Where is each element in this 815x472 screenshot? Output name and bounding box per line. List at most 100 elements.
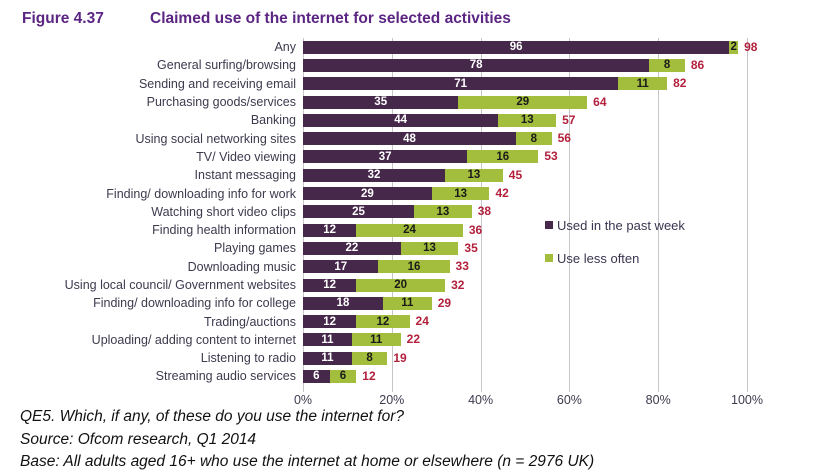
total-value-label: 98 bbox=[744, 39, 758, 54]
bar-row: Finding/ downloading info for work 29 13 42 bbox=[0, 184, 815, 202]
bar-track: 25 13 38 bbox=[303, 204, 815, 219]
segment-used-past-week: 6 bbox=[303, 369, 330, 383]
segment-use-less-often: 13 bbox=[431, 187, 490, 201]
segment-used-past-week: 48 bbox=[303, 132, 517, 146]
total-value-label: 24 bbox=[415, 314, 429, 329]
category-label: TV/ Video viewing bbox=[196, 149, 296, 164]
bar-row: Trading/auctions 12 12 24 bbox=[0, 312, 815, 330]
segment-value-label: 29 bbox=[516, 96, 530, 109]
category-label: Using local council/ Government websites bbox=[64, 278, 296, 292]
segment-use-less-often: 13 bbox=[400, 241, 459, 255]
bar-track: 12 20 32 bbox=[303, 278, 815, 292]
segment-value-label: 96 bbox=[509, 41, 523, 54]
bar-row: Streaming audio services 6 6 12 bbox=[0, 367, 815, 385]
footnote-question: QE5. Which, if any, of these do you use … bbox=[20, 408, 404, 425]
segment-value-label: 11 bbox=[370, 333, 383, 346]
segment-value-label: 6 bbox=[313, 370, 320, 383]
legend-swatch-used-past-week bbox=[545, 221, 553, 229]
total-value-label: 12 bbox=[362, 368, 376, 383]
segment-value-label: 13 bbox=[423, 242, 436, 255]
segment-value-label: 22 bbox=[345, 242, 359, 255]
category-label: Trading/auctions bbox=[204, 314, 296, 329]
segment-use-less-often: 12 bbox=[356, 315, 410, 329]
segment-value-label: 35 bbox=[374, 96, 388, 109]
segment-value-label: 78 bbox=[469, 59, 483, 72]
segment-value-label: 11 bbox=[636, 77, 649, 90]
segment-value-label: 11 bbox=[321, 333, 334, 346]
segment-value-label: 11 bbox=[321, 352, 334, 365]
bar-track: 32 13 45 bbox=[303, 168, 815, 182]
stacked-bar-chart: Any 96 2 98 General surfing/browsing 78 8 86 Sen… bbox=[0, 38, 815, 407]
bar-track: 18 11 29 bbox=[303, 296, 815, 310]
bar-track: 37 16 53 bbox=[303, 149, 815, 164]
figure-title-text: Claimed use of the internet for selected… bbox=[150, 10, 511, 27]
bar-row: TV/ Video viewing 37 16 53 bbox=[0, 148, 815, 166]
total-value-label: 19 bbox=[393, 350, 407, 365]
total-value-label: 33 bbox=[455, 259, 469, 274]
category-label: Watching short video clips bbox=[151, 204, 296, 219]
category-label: Finding health information bbox=[152, 223, 296, 238]
bar-track: 78 8 86 bbox=[303, 58, 815, 72]
category-label: Streaming audio services bbox=[155, 369, 296, 384]
bar-row: Instant messaging 32 13 45 bbox=[0, 166, 815, 184]
bar-row: Using social networking sites 48 8 56 bbox=[0, 129, 815, 147]
segment-used-past-week: 96 bbox=[303, 40, 730, 54]
segment-used-past-week: 35 bbox=[303, 95, 459, 109]
legend-item: Used in the past week bbox=[545, 217, 685, 233]
bar-track: 17 16 33 bbox=[303, 259, 815, 274]
segment-value-label: 8 bbox=[530, 132, 538, 145]
segment-value-label: 25 bbox=[352, 205, 365, 218]
gridline-100% bbox=[747, 38, 748, 392]
category-label: Finding/ downloading info for college bbox=[93, 296, 296, 311]
bar-track: 6 6 12 bbox=[303, 368, 815, 383]
bar-row: Sending and receiving email 71 11 82 bbox=[0, 75, 815, 93]
bar-row: Finding/ downloading info for college 18 1… bbox=[0, 294, 815, 312]
bar-row: Uploading/ adding content to internet 11 1… bbox=[0, 331, 815, 349]
total-value-label: 56 bbox=[557, 131, 571, 146]
legend-item: Use less often bbox=[545, 250, 685, 266]
bar-track: 22 13 35 bbox=[303, 241, 815, 255]
segment-value-label: 24 bbox=[403, 224, 416, 237]
segment-value-label: 2 bbox=[730, 41, 737, 54]
segment-value-label: 16 bbox=[407, 260, 421, 273]
segment-value-label: 8 bbox=[663, 59, 671, 72]
category-label: Instant messaging bbox=[194, 168, 296, 183]
segment-used-past-week: 12 bbox=[303, 278, 357, 292]
segment-use-less-often: 2 bbox=[729, 40, 739, 54]
total-value-label: 22 bbox=[406, 332, 421, 347]
segment-use-less-often: 11 bbox=[618, 77, 668, 91]
segment-use-less-often: 11 bbox=[351, 333, 401, 347]
segment-use-less-often: 11 bbox=[382, 296, 432, 310]
segment-used-past-week: 78 bbox=[303, 58, 650, 72]
segment-used-past-week: 71 bbox=[303, 77, 619, 91]
gridline-40% bbox=[480, 38, 482, 392]
bar-track: 96 2 98 bbox=[303, 39, 815, 54]
bar-track: 35 29 64 bbox=[303, 95, 815, 109]
bar-row: Playing games 22 13 35 bbox=[0, 239, 815, 257]
axis-tick-label: 20% bbox=[379, 392, 405, 407]
legend-label: Use less often bbox=[557, 250, 640, 266]
category-label: Uploading/ adding content to internet bbox=[91, 332, 296, 347]
total-value-label: 53 bbox=[544, 149, 558, 164]
total-value-label: 38 bbox=[477, 204, 492, 219]
legend-label: Used in the past week bbox=[557, 217, 685, 233]
axis-tick-label: 100% bbox=[731, 392, 763, 407]
segment-use-less-often: 8 bbox=[516, 132, 552, 146]
gridline-60% bbox=[569, 38, 571, 392]
segment-value-label: 29 bbox=[360, 187, 374, 200]
segment-used-past-week: 22 bbox=[303, 241, 401, 255]
bar-track: 71 11 82 bbox=[303, 77, 815, 91]
segment-value-label: 12 bbox=[323, 224, 337, 237]
bar-row: General surfing/browsing 78 8 86 bbox=[0, 56, 815, 74]
category-label: Listening to radio bbox=[200, 351, 296, 366]
segment-used-past-week: 12 bbox=[303, 223, 357, 237]
bar-track: 11 11 22 bbox=[303, 332, 815, 347]
segment-value-label: 17 bbox=[334, 260, 348, 273]
bar-row: Any 96 2 98 bbox=[0, 38, 815, 56]
axis-tick-label: 60% bbox=[556, 392, 582, 407]
category-label: Downloading music bbox=[187, 259, 296, 274]
segment-use-less-often: 13 bbox=[445, 168, 503, 182]
segment-used-past-week: 11 bbox=[303, 333, 352, 347]
segment-used-past-week: 11 bbox=[303, 351, 352, 365]
